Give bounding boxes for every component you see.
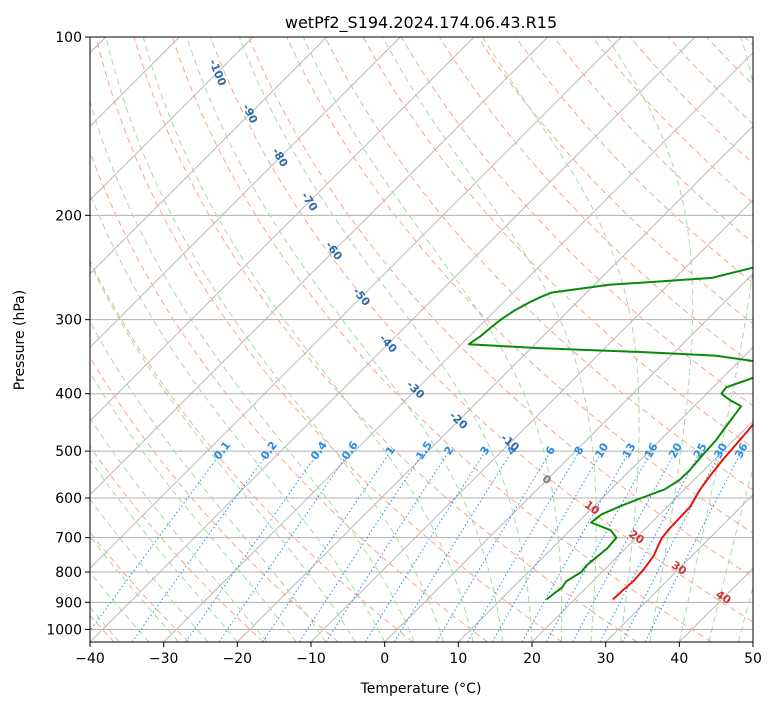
- moist-adiabat-line: [90, 262, 356, 642]
- x-tick-label: −30: [149, 651, 179, 667]
- moist-adiabat-line: [90, 417, 268, 642]
- moist-adiabat-line: [708, 466, 753, 642]
- x-tick-label: 50: [744, 651, 762, 667]
- mixing-ratio-line: [644, 450, 743, 642]
- isotherm-line: [90, 37, 548, 496]
- dry-adiabat-line: [553, 37, 753, 244]
- y-axis-title: Pressure (hPa): [12, 290, 28, 390]
- moist-adiabat-line: [105, 37, 445, 642]
- moist-adiabat-line: [90, 571, 150, 642]
- mixing-ratio-line: [218, 450, 351, 642]
- moist-adiabat-line: [90, 320, 327, 642]
- moist-adiabat-line: [90, 498, 209, 642]
- x-axis-title: Temperature (°C): [360, 681, 482, 697]
- moist-adiabat-line: [90, 99, 415, 642]
- y-tick-label: 700: [55, 531, 82, 547]
- reference-lines: [90, 37, 753, 642]
- y-tick-label: 1000: [46, 622, 82, 638]
- chart-title: wetPf2_S194.2024.174.06.43.R15: [285, 13, 557, 33]
- temperature-profile-line: [612, 422, 753, 601]
- x-tick-label: 10: [449, 651, 467, 667]
- isotherm-line: [458, 346, 753, 642]
- dry-adiabat-line: [400, 37, 753, 407]
- isotherm-line: [605, 494, 753, 642]
- dry-adiabat-line: [90, 150, 488, 642]
- dry-adiabat-line: [286, 37, 753, 534]
- y-tick-label: 800: [55, 565, 82, 581]
- isotherm-line: [752, 641, 753, 642]
- moist-adiabat-line: [302, 37, 563, 642]
- moist-adiabat-line: [737, 585, 753, 642]
- mixing-ratio-line: [325, 450, 450, 642]
- dry-adiabat-line: [477, 37, 753, 325]
- moist-adiabat-line: [90, 459, 238, 642]
- y-tick-label: 400: [55, 387, 82, 403]
- isotherm-line: [163, 52, 753, 642]
- plot-frame: [89, 36, 754, 643]
- mixing-ratio-line: [262, 450, 392, 642]
- mixing-ratio-line: [90, 450, 223, 632]
- dry-adiabat-line: [362, 37, 753, 449]
- dry-adiabat-line: [95, 37, 563, 642]
- moist-adiabat-line: [382, 37, 597, 642]
- dry-adiabat-line: [133, 37, 638, 642]
- y-tick-label: 600: [55, 491, 82, 507]
- mixing-ratio-label: 36: [732, 441, 751, 461]
- x-tick-label: 0: [380, 651, 389, 667]
- plot-border: [89, 36, 754, 643]
- x-tick-label: −20: [223, 651, 253, 667]
- moist-adiabat-line: [606, 37, 694, 642]
- y-tick-label: 900: [55, 595, 82, 611]
- y-tick-label: 500: [55, 444, 82, 460]
- mixing-ratio-line: [521, 450, 630, 642]
- x-tick-label: 20: [523, 651, 541, 667]
- axes: −40 −30 −20 −10 0 10 20 30 40 50 100 200 300 400 500 60…: [46, 30, 762, 667]
- isotherm-line: [531, 420, 753, 642]
- moist-adiabat-line: [482, 37, 640, 642]
- isotherm-line: [90, 37, 401, 348]
- moist-adiabat-line: [90, 535, 179, 642]
- moist-adiabat-line: [142, 37, 474, 642]
- isotherm-line: [90, 37, 475, 422]
- y-tick-label: 300: [55, 313, 82, 329]
- moist-adiabat-line: [90, 371, 297, 642]
- mixing-ratio-label: 25: [691, 441, 710, 461]
- mixing-ratio-line: [393, 450, 513, 642]
- dry-adiabat-line: [90, 445, 264, 642]
- plot-area: [90, 37, 753, 642]
- profile-lines: [467, 266, 753, 601]
- isotherm-line: [384, 273, 753, 642]
- x-tick-label: −40: [75, 651, 105, 667]
- dry-adiabat-line: [171, 37, 712, 642]
- mixing-ratio-line: [185, 450, 320, 642]
- isotherm-line: [90, 37, 696, 642]
- dry-adiabat-line: [90, 259, 414, 642]
- dry-adiabat-line: [629, 37, 753, 165]
- plot-background: [90, 37, 753, 642]
- isotherm-line: [90, 37, 622, 569]
- mixing-ratio-line: [298, 450, 425, 642]
- isotherm-line: [237, 125, 753, 642]
- mixing-ratio-line: [131, 450, 270, 642]
- dry-adiabat-line: [248, 37, 753, 578]
- moist-adiabat-line: [186, 37, 503, 642]
- mixing-ratio-line: [572, 450, 677, 642]
- x-tick-label: −10: [296, 651, 326, 667]
- isotherm-line: [90, 37, 254, 201]
- isotherm-line: [90, 37, 327, 275]
- y-tick-label: 200: [55, 208, 82, 224]
- x-tick-label: 40: [670, 651, 688, 667]
- dry-adiabat-line: [591, 37, 753, 204]
- dry-adiabat-line: [438, 37, 753, 366]
- y-tick-label: 100: [55, 30, 82, 46]
- x-tick-label: 30: [597, 651, 615, 667]
- dewpoint-profile-line: [467, 266, 753, 601]
- moist-adiabat-line: [678, 37, 753, 642]
- moist-adiabat-line: [238, 37, 533, 642]
- moist-adiabat-line: [90, 192, 386, 642]
